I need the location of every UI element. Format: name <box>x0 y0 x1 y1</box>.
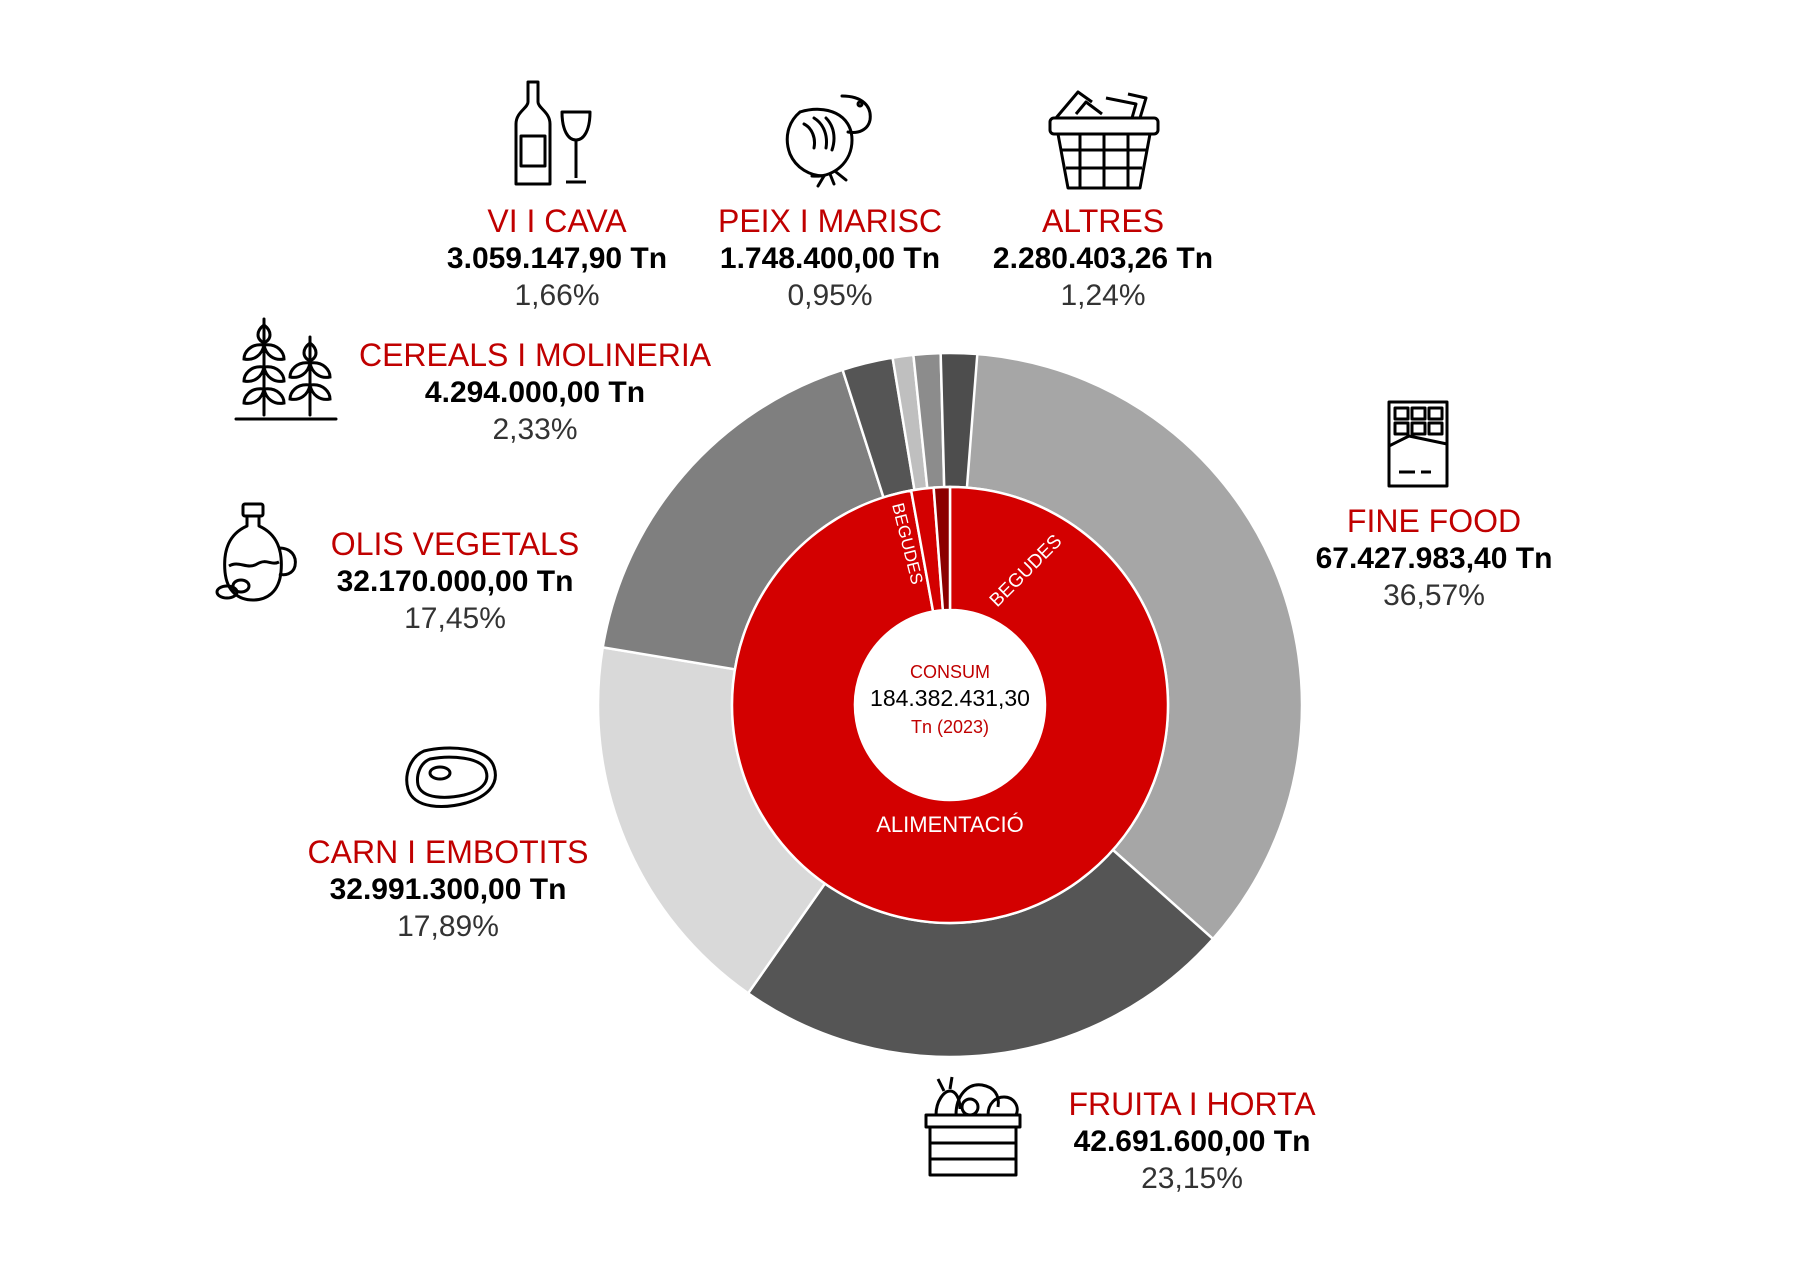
center-hole <box>855 610 1045 800</box>
category-value: 3.059.147,90 Tn <box>446 242 668 275</box>
label-fruita-horta: FRUITA I HORTA 42.691.600,00 Tn 23,15% <box>1068 1085 1315 1197</box>
category-value: 1.748.400,00 Tn <box>719 242 941 275</box>
category-name: FRUITA I HORTA <box>1068 1086 1316 1122</box>
outer-ring <box>596 351 1304 1059</box>
category-percent: 23,15% <box>1141 1162 1243 1195</box>
shrimp-icon <box>780 88 880 188</box>
label-cereals-molineria: CEREALS I MOLINERIA 4.294.000,00 Tn 2,33… <box>359 336 711 448</box>
center-total: 184.382.431,30 <box>870 685 1030 711</box>
label-carn-embotits: CARN I EMBOTITS 32.991.300,00 Tn 17,89% <box>308 833 589 945</box>
category-value: 32.991.300,00 Tn <box>329 873 567 906</box>
category-name: OLIS VEGETALS <box>330 526 580 562</box>
category-percent: 1,24% <box>1060 279 1146 312</box>
category-percent: 1,66% <box>514 279 600 312</box>
category-name: CEREALS I MOLINERIA <box>358 337 712 373</box>
chocolate-bar-icon <box>1385 398 1451 490</box>
label-altres: ALTRES 2.280.403,26 Tn 1,24% <box>993 202 1213 314</box>
category-percent: 0,95% <box>787 279 873 312</box>
category-name: PEIX I MARISC <box>717 203 943 239</box>
category-percent: 36,57% <box>1383 579 1485 612</box>
category-name: ALTRES <box>1041 203 1165 239</box>
category-name: FINE FOOD <box>1346 503 1522 539</box>
category-name: CARN I EMBOTITS <box>307 834 589 870</box>
category-percent: 17,89% <box>397 910 499 943</box>
category-name: VI I CAVA <box>487 203 627 239</box>
center-title: CONSUM <box>910 662 990 682</box>
category-value: 2.280.403,26 Tn <box>992 242 1214 275</box>
steak-icon <box>404 745 500 815</box>
category-percent: 17,45% <box>404 602 506 635</box>
label-fine-food: FINE FOOD 67.427.983,40 Tn 36,57% <box>1316 502 1553 614</box>
wine-bottle-glass-icon <box>512 78 598 188</box>
wheat-icon <box>232 315 340 425</box>
category-value: 42.691.600,00 Tn <box>1073 1125 1311 1158</box>
label-olis-vegetals: OLIS VEGETALS 32.170.000,00 Tn 17,45% <box>331 525 579 637</box>
category-value: 32.170.000,00 Tn <box>336 565 574 598</box>
inner-label-alimentacio: ALIMENTACIÓ <box>876 812 1024 837</box>
basket-icon <box>1046 88 1162 192</box>
label-vi-cava: VI I CAVA 3.059.147,90 Tn 1,66% <box>447 202 667 314</box>
label-peix-marisc: PEIX I MARISC 1.748.400,00 Tn 0,95% <box>718 202 942 314</box>
category-percent: 2,33% <box>492 413 578 446</box>
category-value: 4.294.000,00 Tn <box>424 376 646 409</box>
category-value: 67.427.983,40 Tn <box>1315 542 1553 575</box>
oil-bottle-icon <box>213 500 301 604</box>
vegetable-crate-icon <box>922 1075 1024 1179</box>
center-unit-year: Tn (2023) <box>911 717 989 737</box>
